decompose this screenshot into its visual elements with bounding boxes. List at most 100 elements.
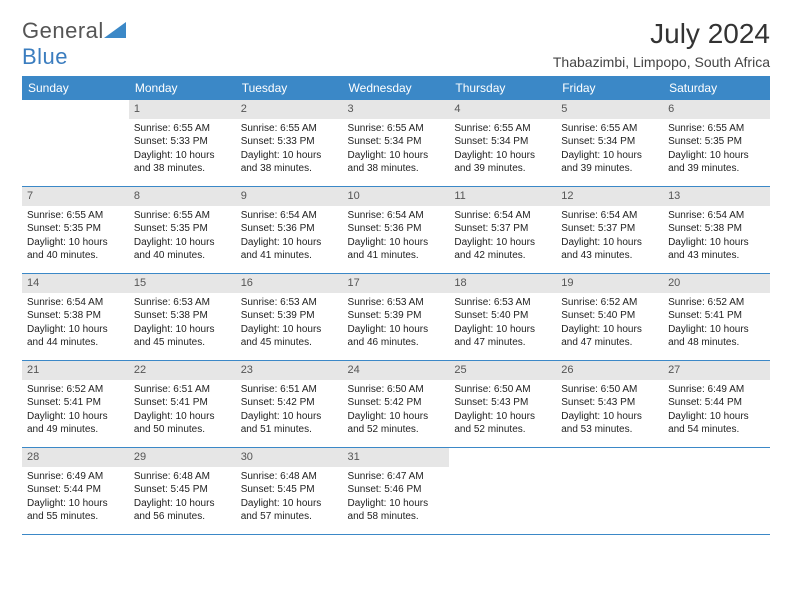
calendar-cell: 12Sunrise: 6:54 AMSunset: 5:37 PMDayligh… bbox=[556, 187, 663, 274]
daylight-text: Daylight: 10 hours and 38 minutes. bbox=[241, 149, 338, 176]
sunrise-text: Sunrise: 6:49 AM bbox=[27, 470, 124, 484]
sunset-text: Sunset: 5:36 PM bbox=[241, 222, 338, 236]
calendar-cell: 9Sunrise: 6:54 AMSunset: 5:36 PMDaylight… bbox=[236, 187, 343, 274]
day-number: 8 bbox=[129, 187, 236, 206]
sunrise-text: Sunrise: 6:52 AM bbox=[561, 296, 658, 310]
brand-part2: Blue bbox=[22, 44, 68, 69]
day-number: 11 bbox=[449, 187, 556, 206]
daylight-text: Daylight: 10 hours and 48 minutes. bbox=[668, 323, 765, 350]
sunrise-text: Sunrise: 6:54 AM bbox=[27, 296, 124, 310]
sunrise-text: Sunrise: 6:54 AM bbox=[241, 209, 338, 223]
sunset-text: Sunset: 5:35 PM bbox=[668, 135, 765, 149]
daylight-text: Daylight: 10 hours and 51 minutes. bbox=[241, 410, 338, 437]
cell-body: Sunrise: 6:53 AMSunset: 5:39 PMDaylight:… bbox=[343, 293, 450, 354]
cell-body: Sunrise: 6:49 AMSunset: 5:44 PMDaylight:… bbox=[22, 467, 129, 528]
sunset-text: Sunset: 5:43 PM bbox=[561, 396, 658, 410]
cell-body: Sunrise: 6:55 AMSunset: 5:34 PMDaylight:… bbox=[343, 119, 450, 180]
sunset-text: Sunset: 5:45 PM bbox=[241, 483, 338, 497]
day-number: 23 bbox=[236, 361, 343, 380]
brand-part1: General bbox=[22, 18, 104, 43]
calendar-cell: 18Sunrise: 6:53 AMSunset: 5:40 PMDayligh… bbox=[449, 274, 556, 361]
calendar-week: 14Sunrise: 6:54 AMSunset: 5:38 PMDayligh… bbox=[22, 274, 770, 361]
sunrise-text: Sunrise: 6:54 AM bbox=[454, 209, 551, 223]
calendar-cell: 30Sunrise: 6:48 AMSunset: 5:45 PMDayligh… bbox=[236, 448, 343, 535]
sunrise-text: Sunrise: 6:53 AM bbox=[454, 296, 551, 310]
brand-logo: General Blue bbox=[22, 18, 126, 70]
day-number: 31 bbox=[343, 448, 450, 467]
day-number: 30 bbox=[236, 448, 343, 467]
title-block: July 2024 Thabazimbi, Limpopo, South Afr… bbox=[553, 18, 770, 70]
day-header: Wednesday bbox=[343, 76, 450, 100]
cell-body: Sunrise: 6:49 AMSunset: 5:44 PMDaylight:… bbox=[663, 380, 770, 441]
cell-body: Sunrise: 6:54 AMSunset: 5:36 PMDaylight:… bbox=[343, 206, 450, 267]
calendar-cell: 31Sunrise: 6:47 AMSunset: 5:46 PMDayligh… bbox=[343, 448, 450, 535]
daylight-text: Daylight: 10 hours and 47 minutes. bbox=[561, 323, 658, 350]
calendar-cell: 28Sunrise: 6:49 AMSunset: 5:44 PMDayligh… bbox=[22, 448, 129, 535]
day-number: 27 bbox=[663, 361, 770, 380]
daylight-text: Daylight: 10 hours and 40 minutes. bbox=[134, 236, 231, 263]
calendar-cell: 5Sunrise: 6:55 AMSunset: 5:34 PMDaylight… bbox=[556, 100, 663, 187]
daylight-text: Daylight: 10 hours and 38 minutes. bbox=[348, 149, 445, 176]
cell-body: Sunrise: 6:48 AMSunset: 5:45 PMDaylight:… bbox=[129, 467, 236, 528]
sunset-text: Sunset: 5:38 PM bbox=[27, 309, 124, 323]
sunrise-text: Sunrise: 6:48 AM bbox=[134, 470, 231, 484]
cell-body: Sunrise: 6:47 AMSunset: 5:46 PMDaylight:… bbox=[343, 467, 450, 528]
calendar-cell: 4Sunrise: 6:55 AMSunset: 5:34 PMDaylight… bbox=[449, 100, 556, 187]
day-number: 6 bbox=[663, 100, 770, 119]
sunrise-text: Sunrise: 6:53 AM bbox=[241, 296, 338, 310]
day-number: 4 bbox=[449, 100, 556, 119]
sunset-text: Sunset: 5:41 PM bbox=[134, 396, 231, 410]
sunset-text: Sunset: 5:35 PM bbox=[27, 222, 124, 236]
sunset-text: Sunset: 5:34 PM bbox=[454, 135, 551, 149]
daylight-text: Daylight: 10 hours and 46 minutes. bbox=[348, 323, 445, 350]
calendar-week: 7Sunrise: 6:55 AMSunset: 5:35 PMDaylight… bbox=[22, 187, 770, 274]
sunrise-text: Sunrise: 6:53 AM bbox=[134, 296, 231, 310]
day-number: 21 bbox=[22, 361, 129, 380]
daylight-text: Daylight: 10 hours and 38 minutes. bbox=[134, 149, 231, 176]
calendar-table: SundayMondayTuesdayWednesdayThursdayFrid… bbox=[22, 76, 770, 535]
sunset-text: Sunset: 5:34 PM bbox=[348, 135, 445, 149]
calendar-cell: 16Sunrise: 6:53 AMSunset: 5:39 PMDayligh… bbox=[236, 274, 343, 361]
cell-body: Sunrise: 6:54 AMSunset: 5:37 PMDaylight:… bbox=[556, 206, 663, 267]
calendar-cell: 14Sunrise: 6:54 AMSunset: 5:38 PMDayligh… bbox=[22, 274, 129, 361]
day-number: 17 bbox=[343, 274, 450, 293]
sunset-text: Sunset: 5:43 PM bbox=[454, 396, 551, 410]
day-header-row: SundayMondayTuesdayWednesdayThursdayFrid… bbox=[22, 76, 770, 100]
daylight-text: Daylight: 10 hours and 49 minutes. bbox=[27, 410, 124, 437]
page-header: General Blue July 2024 Thabazimbi, Limpo… bbox=[22, 18, 770, 70]
daylight-text: Daylight: 10 hours and 55 minutes. bbox=[27, 497, 124, 524]
sunset-text: Sunset: 5:35 PM bbox=[134, 222, 231, 236]
sunset-text: Sunset: 5:40 PM bbox=[561, 309, 658, 323]
cell-body: Sunrise: 6:51 AMSunset: 5:41 PMDaylight:… bbox=[129, 380, 236, 441]
day-number: 24 bbox=[343, 361, 450, 380]
day-number: 25 bbox=[449, 361, 556, 380]
cell-body: Sunrise: 6:53 AMSunset: 5:40 PMDaylight:… bbox=[449, 293, 556, 354]
daylight-text: Daylight: 10 hours and 52 minutes. bbox=[454, 410, 551, 437]
cell-body: Sunrise: 6:53 AMSunset: 5:38 PMDaylight:… bbox=[129, 293, 236, 354]
sunrise-text: Sunrise: 6:55 AM bbox=[134, 122, 231, 136]
daylight-text: Daylight: 10 hours and 57 minutes. bbox=[241, 497, 338, 524]
sunrise-text: Sunrise: 6:51 AM bbox=[241, 383, 338, 397]
sunrise-text: Sunrise: 6:48 AM bbox=[241, 470, 338, 484]
calendar-cell: 22Sunrise: 6:51 AMSunset: 5:41 PMDayligh… bbox=[129, 361, 236, 448]
cell-body: Sunrise: 6:55 AMSunset: 5:34 PMDaylight:… bbox=[556, 119, 663, 180]
cell-body: Sunrise: 6:52 AMSunset: 5:41 PMDaylight:… bbox=[663, 293, 770, 354]
sunrise-text: Sunrise: 6:55 AM bbox=[668, 122, 765, 136]
day-number: 13 bbox=[663, 187, 770, 206]
sunset-text: Sunset: 5:39 PM bbox=[348, 309, 445, 323]
day-number: 3 bbox=[343, 100, 450, 119]
day-header: Thursday bbox=[449, 76, 556, 100]
cell-body: Sunrise: 6:55 AMSunset: 5:33 PMDaylight:… bbox=[129, 119, 236, 180]
calendar-cell bbox=[22, 100, 129, 187]
day-number: 28 bbox=[22, 448, 129, 467]
cell-body: Sunrise: 6:55 AMSunset: 5:35 PMDaylight:… bbox=[129, 206, 236, 267]
cell-body: Sunrise: 6:48 AMSunset: 5:45 PMDaylight:… bbox=[236, 467, 343, 528]
day-number: 10 bbox=[343, 187, 450, 206]
daylight-text: Daylight: 10 hours and 47 minutes. bbox=[454, 323, 551, 350]
cell-body: Sunrise: 6:50 AMSunset: 5:43 PMDaylight:… bbox=[556, 380, 663, 441]
sunrise-text: Sunrise: 6:49 AM bbox=[668, 383, 765, 397]
sunset-text: Sunset: 5:38 PM bbox=[134, 309, 231, 323]
day-number: 9 bbox=[236, 187, 343, 206]
sunrise-text: Sunrise: 6:53 AM bbox=[348, 296, 445, 310]
sunset-text: Sunset: 5:39 PM bbox=[241, 309, 338, 323]
